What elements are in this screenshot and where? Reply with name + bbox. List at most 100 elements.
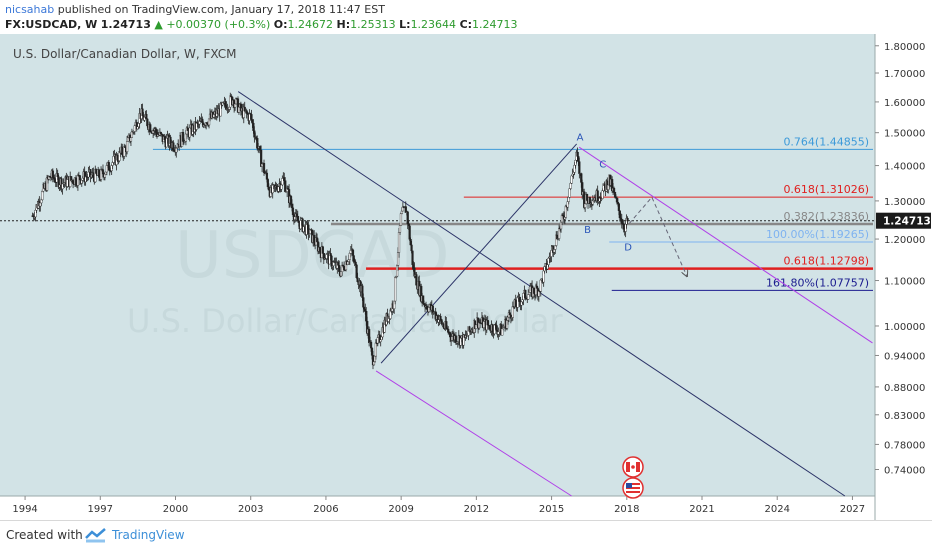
- low-value: 1.23644: [410, 18, 457, 31]
- x-tick-label-9: 2021: [689, 504, 714, 515]
- x-tick-label-2: 2000: [163, 504, 188, 515]
- time-axis-panel: [0, 496, 875, 520]
- wave-label-3: D: [624, 242, 632, 253]
- candle-body: [123, 146, 126, 157]
- ohlc-info: FX:USDCAD, W 1.24713 ▲ +0.00370 (+0.3%) …: [5, 18, 518, 31]
- candle-body: [617, 203, 620, 211]
- candle-body: [527, 294, 530, 300]
- price-axis-panel: [875, 34, 932, 520]
- last-price-label: 1.24713: [883, 216, 931, 228]
- fib-label-0: 0.764(1.44855): [783, 135, 869, 148]
- chart-header: nicsahab published on TradingView.com, J…: [0, 0, 932, 34]
- candle-body: [410, 244, 413, 252]
- candle-body: [188, 127, 191, 138]
- wave-label-1: B: [584, 225, 591, 236]
- open-label: O:: [273, 18, 288, 31]
- fib-label-3: 100.00%(1.19265): [766, 228, 869, 241]
- fib-label-5: 161.80%(1.07757): [766, 276, 869, 289]
- tradingview-logo-icon: [85, 528, 106, 543]
- y-tick-label-8: 1.00000: [884, 322, 925, 333]
- y-tick-label-1: 1.70000: [884, 69, 925, 80]
- candle-body: [578, 161, 581, 174]
- x-tick-label-0: 1994: [12, 504, 37, 515]
- y-tick-label-0: 1.80000: [884, 42, 925, 53]
- chart-title: U.S. Dollar/Canadian Dollar, W, FXCM: [13, 47, 236, 61]
- canada-flag-icon[interactable]: [622, 456, 644, 478]
- y-tick-label-3: 1.50000: [884, 129, 925, 140]
- created-with-text: Created with: [6, 528, 83, 542]
- candle-body: [626, 217, 629, 222]
- candle-body: [394, 277, 397, 302]
- candle-body: [603, 183, 606, 186]
- us-flag-icon[interactable]: [622, 477, 644, 499]
- candle-body: [70, 176, 73, 181]
- x-tick-label-1: 1997: [88, 504, 113, 515]
- x-tick-label-6: 2012: [464, 504, 489, 515]
- fib-label-4: 0.618(1.12798): [783, 255, 869, 268]
- trend-lines: [237, 91, 873, 497]
- candle-body: [66, 179, 69, 187]
- y-tick-label-11: 0.83000: [884, 411, 925, 422]
- high-label: H:: [336, 18, 351, 31]
- candle-body: [149, 124, 152, 132]
- x-tick-label-11: 2027: [840, 504, 865, 515]
- candle-body: [145, 113, 148, 120]
- candle-body: [321, 246, 324, 254]
- y-tick-label-12: 0.78000: [884, 440, 925, 451]
- candle-body: [281, 178, 284, 186]
- candle-body: [397, 232, 401, 253]
- last-price-text: 1.24713: [100, 18, 151, 31]
- x-tick-label-10: 2024: [764, 504, 789, 515]
- close-label: C:: [459, 18, 473, 31]
- y-tick-label-10: 0.88000: [884, 383, 925, 394]
- candle-body: [133, 125, 136, 132]
- candle-body: [612, 187, 616, 193]
- y-tick-label-9: 0.94000: [884, 351, 925, 362]
- price-chart[interactable]: USDCAD U.S. Dollar/Canadian Dollar U.S. …: [0, 34, 932, 520]
- trend-line-1: [380, 143, 578, 364]
- low-label: L:: [399, 18, 411, 31]
- last-price-badge: [876, 212, 931, 229]
- price-change: +0.00370 (+0.3%): [166, 18, 271, 31]
- publish-info: nicsahab published on TradingView.com, J…: [5, 3, 385, 16]
- trend-line-0: [237, 91, 846, 497]
- up-arrow-icon: ▲: [154, 18, 163, 31]
- y-tick-label-13: 0.74000: [884, 466, 925, 477]
- candle-body: [362, 297, 365, 308]
- fib-label-1: 0.618(1.31026): [783, 183, 869, 196]
- wave-label-2: C: [599, 159, 606, 170]
- trend-line-3: [578, 146, 873, 344]
- candle-body: [399, 213, 403, 226]
- high-value: 1.25313: [350, 18, 396, 31]
- price-axis: 1.80000 1.70000 1.60000 1.50000 1.40000 1.300…: [875, 42, 931, 477]
- candle-body: [569, 183, 572, 189]
- tradingview-link[interactable]: TradingView: [112, 528, 185, 542]
- fib-label-2: 0.382(1.23836): [783, 210, 869, 223]
- candle-body: [398, 225, 402, 233]
- candle-body: [408, 225, 411, 240]
- open-value: 1.24672: [287, 18, 334, 31]
- watermark-name: U.S. Dollar/Canadian Dollar: [127, 302, 564, 340]
- candle-body: [78, 175, 81, 181]
- close-value: 1.24713: [472, 18, 518, 31]
- wave-label-0: A: [577, 133, 584, 144]
- x-tick-label-7: 2015: [539, 504, 564, 515]
- candles: [31, 92, 629, 370]
- projection-path: [628, 196, 687, 276]
- candle-body: [129, 137, 133, 142]
- author-link[interactable]: nicsahab: [5, 3, 55, 16]
- publish-text: published on TradingView.com, January 17…: [57, 3, 385, 16]
- y-tick-label-4: 1.40000: [884, 162, 925, 173]
- fibonacci-levels: 0.764(1.44855) 0.618(1.31026) 0.382(1.2383…: [0, 135, 875, 291]
- x-tick-label-5: 2009: [388, 504, 413, 515]
- y-tick-label-6: 1.20000: [884, 235, 925, 246]
- time-axis: 1994 1997 2000 2003 2006 2009 2012 2015 2018 2021…: [12, 496, 865, 515]
- trend-line-2: [375, 370, 572, 497]
- x-tick-label-4: 2006: [313, 504, 338, 515]
- y-tick-label-7: 1.10000: [884, 277, 925, 288]
- footer: Created with TradingView: [0, 520, 932, 551]
- x-tick-label-8: 2018: [614, 504, 639, 515]
- annotations: A B C D: [577, 133, 687, 277]
- candle-body: [570, 175, 573, 184]
- y-tick-label-2: 1.60000: [884, 98, 925, 109]
